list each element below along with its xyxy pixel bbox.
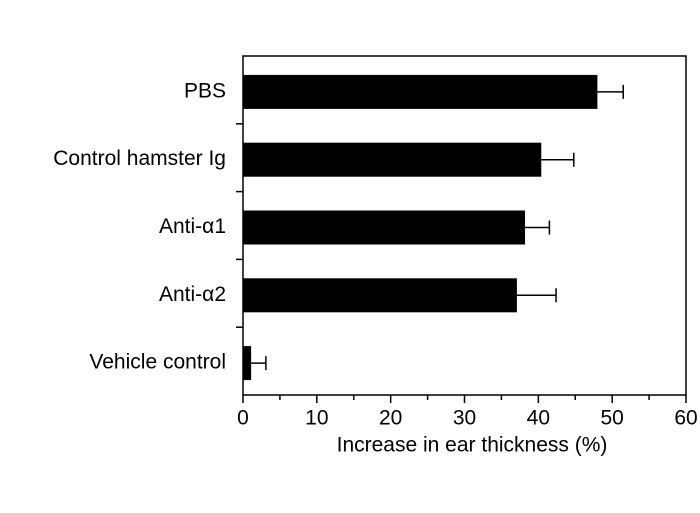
error-bar bbox=[525, 220, 551, 235]
x-tick-label: 0 bbox=[237, 407, 249, 430]
bar bbox=[243, 74, 598, 109]
x-tick-label: 40 bbox=[527, 407, 550, 430]
error-bar bbox=[516, 288, 557, 303]
bar bbox=[243, 278, 517, 313]
y-tick-label: Anti-α1 bbox=[159, 215, 226, 238]
x-tick-label: 50 bbox=[600, 407, 623, 430]
bar bbox=[243, 142, 542, 177]
error-bar bbox=[597, 84, 624, 99]
error-bar bbox=[541, 152, 575, 167]
x-axis-label: Increase in ear thickness (%) bbox=[337, 434, 608, 457]
error-bar bbox=[251, 356, 267, 371]
x-tick-label: 10 bbox=[305, 407, 328, 430]
y-tick-label: PBS bbox=[184, 79, 226, 102]
bar bbox=[243, 346, 252, 381]
x-tick-label: 20 bbox=[379, 407, 402, 430]
y-tick-label: Anti-α2 bbox=[159, 283, 226, 306]
x-tick-label: 60 bbox=[674, 407, 697, 430]
y-tick-label: Vehicle control bbox=[89, 351, 226, 374]
y-tick-label: Control hamster Ig bbox=[53, 147, 226, 170]
bar bbox=[243, 210, 526, 245]
x-tick-label: 30 bbox=[453, 407, 476, 430]
